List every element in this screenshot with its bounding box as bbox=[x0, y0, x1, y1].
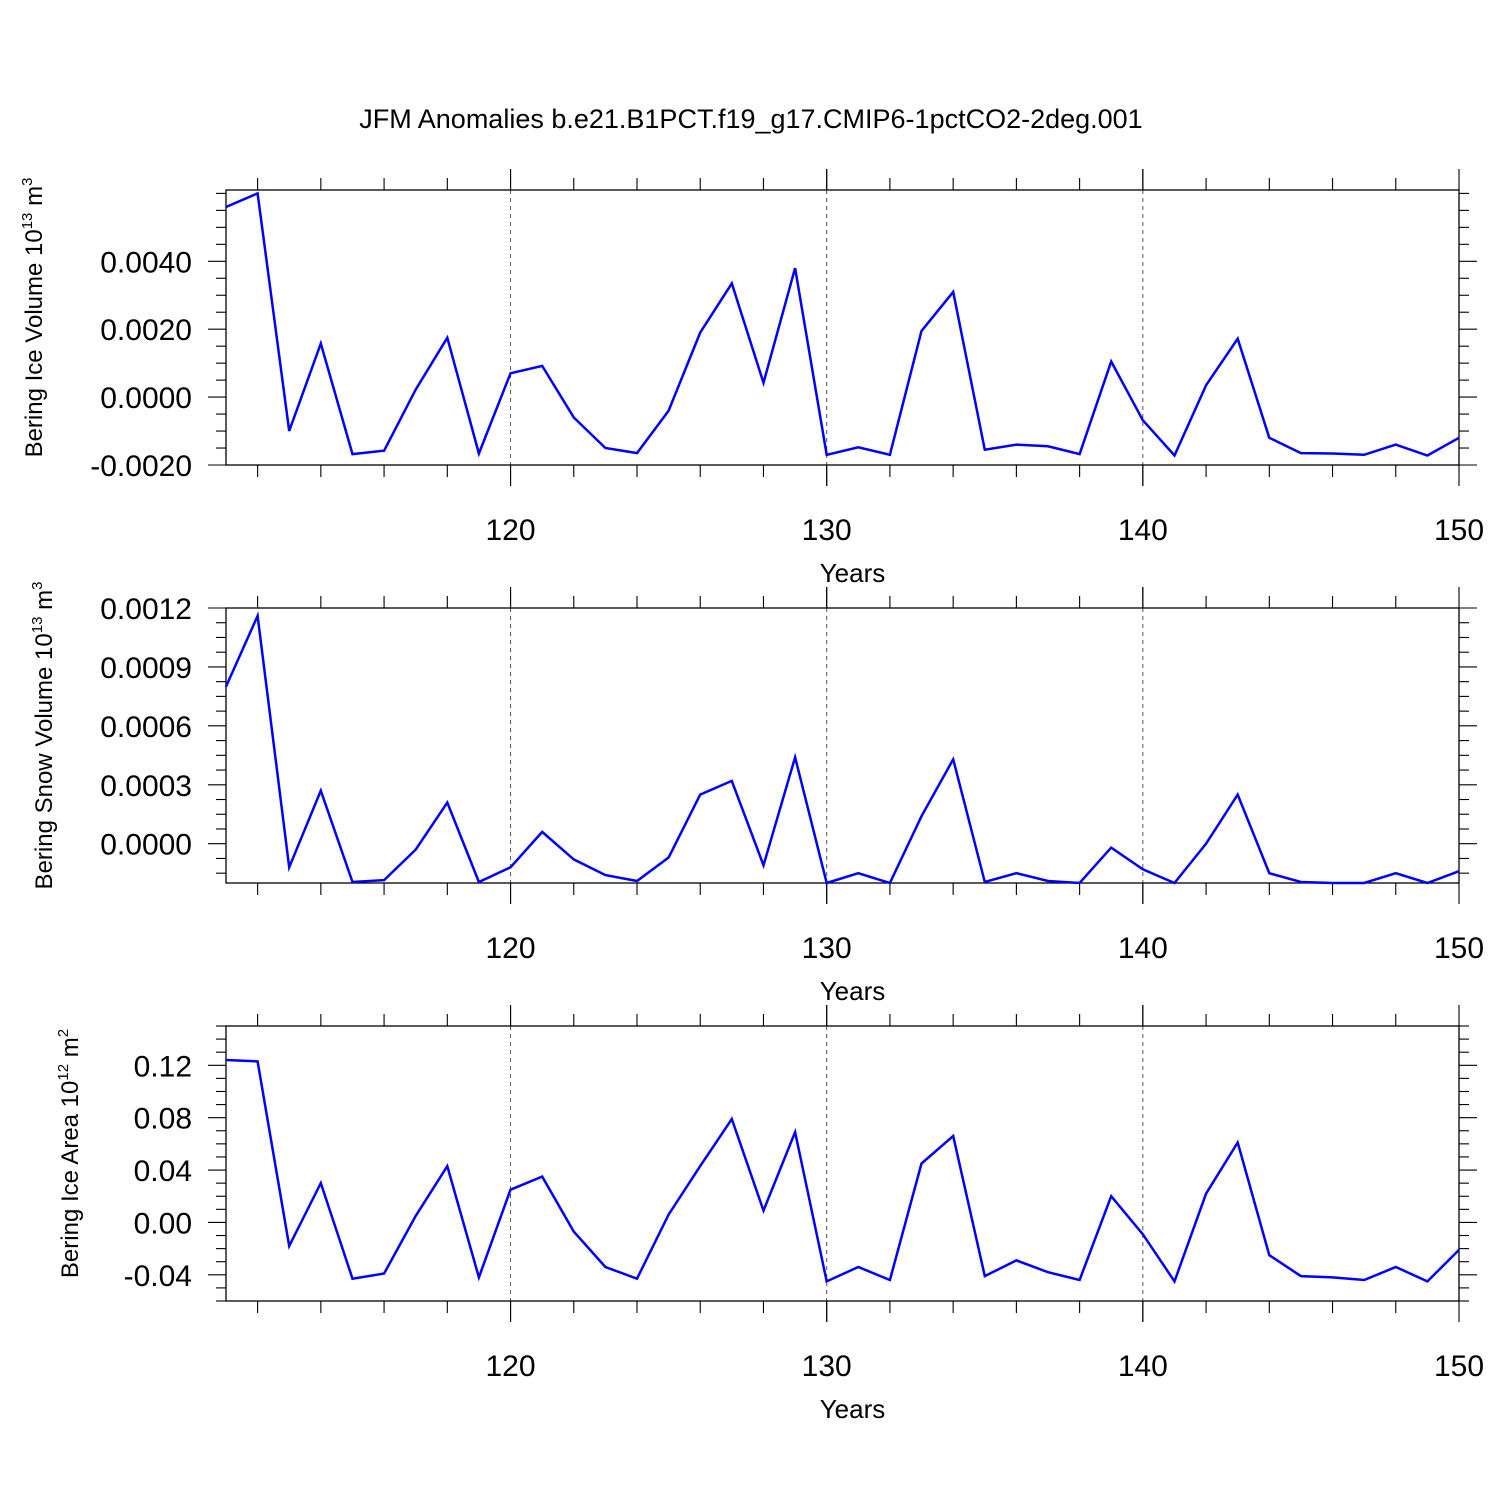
y-axis-label-unit: m bbox=[21, 186, 48, 213]
x-tick-label: 120 bbox=[486, 514, 536, 547]
y-axis-label: Bering Ice Volume 1013 m3 bbox=[19, 178, 48, 458]
chart-title: JFM Anomalies b.e21.B1PCT.f19_g17.CMIP6-… bbox=[359, 104, 1142, 134]
y-tick-label: 0.0009 bbox=[100, 652, 192, 685]
y-tick-label: 0.0000 bbox=[100, 382, 192, 415]
plot-frame bbox=[225, 607, 1460, 884]
x-tick-label: 120 bbox=[486, 932, 536, 965]
y-axis-label: Bering Snow Volume 1013 m3 bbox=[29, 582, 58, 890]
x-tick-label: 130 bbox=[802, 514, 852, 547]
panels: -0.0020 0.0000 0.0020 0.0040 120 130 140 150 Yea… bbox=[19, 169, 1484, 1424]
y-tick-label: 0.0020 bbox=[100, 314, 192, 347]
y-axis-label-unit-exponent: 2 bbox=[55, 1029, 72, 1037]
x-tick-label: 140 bbox=[1118, 1350, 1168, 1383]
x-axis-label: Years bbox=[820, 976, 886, 1006]
plot-frame bbox=[225, 1025, 1460, 1302]
y-tick-label: -0.0020 bbox=[90, 450, 192, 483]
y-tick-label: -0.04 bbox=[124, 1260, 192, 1293]
x-tick-label: 120 bbox=[486, 1350, 536, 1383]
y-tick-label: 0.0012 bbox=[100, 593, 192, 626]
y-tick-label: 0.0003 bbox=[100, 770, 192, 803]
x-tick-label: 130 bbox=[802, 932, 852, 965]
chart-panel-3: -0.04 0.00 0.04 0.08 0.12 120 130 140 150 Years Be… bbox=[55, 1005, 1484, 1424]
y-tick-label: 0.04 bbox=[134, 1155, 192, 1188]
y-axis-label-unit-exponent: 3 bbox=[19, 178, 36, 186]
series-line-1-1 bbox=[225, 191, 1460, 458]
y-axis-label-text: Bering Snow Volume 10 bbox=[31, 633, 58, 889]
x-tick-label: 130 bbox=[802, 1350, 852, 1383]
y-axis-label-exponent: 13 bbox=[19, 213, 36, 230]
y-axis-label-unit: m bbox=[31, 590, 58, 617]
y-tick-label: 0.08 bbox=[134, 1103, 192, 1136]
x-axis-label: Years bbox=[820, 558, 886, 588]
y-axis-label-exponent: 13 bbox=[29, 617, 46, 634]
y-tick-label: 0.0000 bbox=[100, 829, 192, 862]
y-tick-label: 0.0006 bbox=[100, 711, 192, 744]
series-line-3-1 bbox=[225, 1058, 1460, 1285]
x-tick-label: 150 bbox=[1434, 1350, 1484, 1383]
y-axis-label-text: Bering Ice Area 10 bbox=[57, 1081, 84, 1278]
x-tick-label: 150 bbox=[1434, 932, 1484, 965]
y-tick-label: 0.0040 bbox=[100, 246, 192, 279]
y-axis-label: Bering Ice Area 1012 m2 bbox=[55, 1029, 84, 1278]
y-tick-label: 0.12 bbox=[134, 1050, 192, 1083]
x-axis-label: Years bbox=[820, 1394, 886, 1424]
series-line-2-1 bbox=[224, 611, 1460, 885]
y-tick-label: 0.00 bbox=[134, 1207, 192, 1240]
x-tick-label: 140 bbox=[1118, 932, 1168, 965]
chart-panel-1: -0.0020 0.0000 0.0020 0.0040 120 130 140 150 Yea… bbox=[19, 169, 1484, 588]
y-axis-label-text: Bering Ice Volume 10 bbox=[21, 229, 48, 457]
y-axis-label-unit: m bbox=[57, 1037, 84, 1064]
y-axis-label-unit-exponent: 3 bbox=[29, 582, 46, 590]
y-axis-label-exponent: 12 bbox=[55, 1064, 72, 1081]
plot-frame bbox=[225, 189, 1460, 466]
x-tick-label: 150 bbox=[1434, 514, 1484, 547]
x-tick-label: 140 bbox=[1118, 514, 1168, 547]
chart-panel-2: 0.0000 0.0003 0.0006 0.0009 0.0012 120 130 140 1… bbox=[29, 582, 1484, 1006]
